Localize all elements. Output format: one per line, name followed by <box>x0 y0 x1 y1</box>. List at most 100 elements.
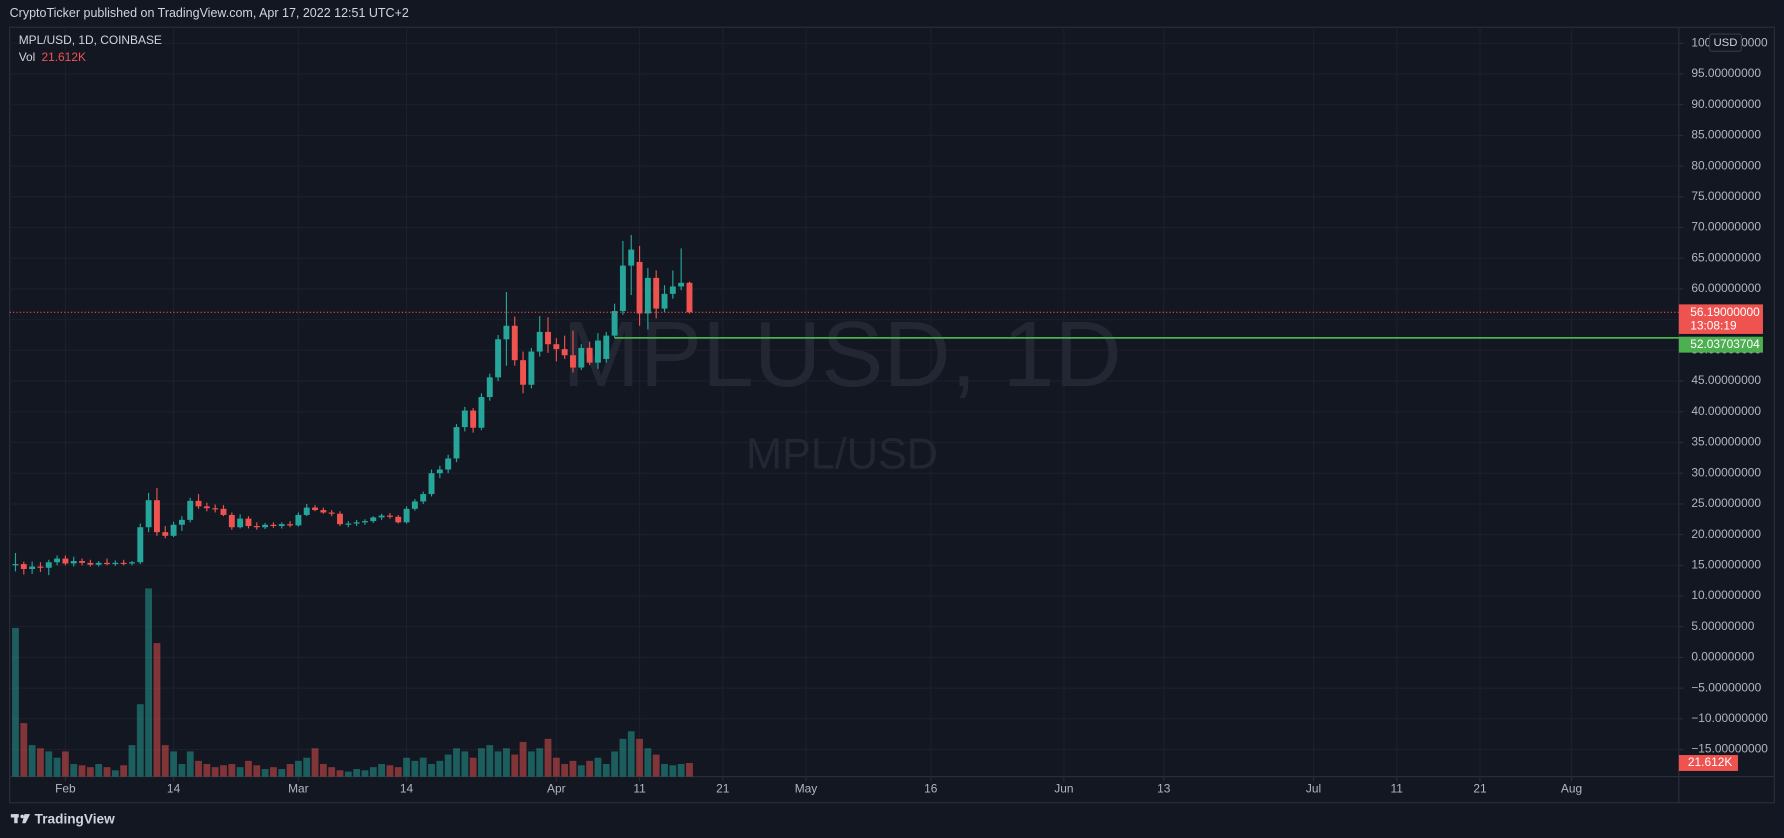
volume-bar <box>303 757 311 777</box>
volume-bar <box>170 751 177 777</box>
volume-bar <box>195 760 202 777</box>
candle-body <box>153 500 160 533</box>
volume-bar <box>677 764 685 777</box>
candle-body <box>511 325 518 361</box>
volume-legend-value: 21.612K <box>41 50 85 64</box>
volume-bar <box>586 760 594 777</box>
volume-bar <box>519 741 527 777</box>
y-tick-label: 80.00000000 <box>1691 158 1761 172</box>
volume-bar <box>178 764 186 777</box>
volume-bar <box>37 748 44 777</box>
volume-bar <box>328 767 336 777</box>
volume-bar <box>661 764 668 777</box>
volume-bar <box>394 767 402 777</box>
volume-bar <box>70 764 78 777</box>
volume-bar <box>236 767 244 777</box>
candle-body <box>461 410 468 428</box>
volume-bar <box>120 765 128 777</box>
volume-bar <box>45 751 53 777</box>
candle-body <box>137 527 144 563</box>
candle-body <box>370 517 377 522</box>
volume-bar <box>245 760 252 777</box>
candle-body <box>45 562 52 568</box>
volume-bar <box>561 764 569 777</box>
x-tick-label: 11 <box>1391 781 1404 795</box>
y-tick-label: 0.00000000 <box>1691 650 1754 664</box>
x-tick-label: Jul <box>1306 781 1321 795</box>
candle-body <box>120 562 127 564</box>
y-tick-label: 70.00000000 <box>1691 220 1761 234</box>
x-tick-label: 21 <box>716 781 730 795</box>
grid <box>9 27 1679 777</box>
volume-badge <box>1678 755 1738 771</box>
candle-body <box>570 355 576 368</box>
candle-body <box>669 286 676 294</box>
volume-bar <box>211 767 219 777</box>
volume-bar <box>461 751 469 777</box>
candle-body <box>29 566 36 570</box>
volume-bar <box>253 765 261 777</box>
volume-bar <box>652 754 660 777</box>
hline-badge <box>1678 336 1763 353</box>
y-tick-label: 25.00000000 <box>1691 496 1761 510</box>
currency: USD <box>1713 37 1737 49</box>
candle-body <box>686 282 693 313</box>
candle-body <box>203 506 210 509</box>
volume-bar <box>478 748 485 777</box>
volume-pane <box>12 588 693 777</box>
x-tick-label: 11 <box>633 781 646 795</box>
volume-badge-label: 21.612K <box>1688 755 1732 769</box>
candle-body <box>453 427 460 459</box>
brand-logo <box>10 814 31 824</box>
candle-body <box>561 349 568 356</box>
volume-bar <box>503 748 510 777</box>
candle-body <box>212 508 219 510</box>
volume-bar <box>28 745 36 777</box>
volume-bar <box>419 757 427 777</box>
volume-bar <box>552 757 560 777</box>
candle-body <box>486 377 493 398</box>
candle-body <box>386 515 393 517</box>
x-tick-label: 21 <box>1473 781 1487 795</box>
candle-body <box>478 397 485 428</box>
candle-body <box>303 507 310 515</box>
y-tick-label: 35.00000000 <box>1691 435 1761 449</box>
volume-bar <box>319 764 327 777</box>
candle-body <box>328 512 335 514</box>
volume-bar <box>527 751 535 777</box>
candle-body <box>170 524 177 536</box>
volume-bar <box>344 771 352 777</box>
volume-bar <box>403 757 410 777</box>
candle-body <box>353 522 360 524</box>
candle-body <box>195 500 202 507</box>
candle-body <box>678 282 685 287</box>
y-tick-label: 60.00000000 <box>1691 281 1761 295</box>
volume-bar <box>444 754 452 777</box>
y-tick-label: 15.00000000 <box>1691 557 1761 571</box>
volume-bar <box>411 760 419 777</box>
candle-body <box>87 562 94 565</box>
countdown: 13:08:19 <box>1690 319 1737 333</box>
candle-body <box>495 339 502 378</box>
candle-body <box>628 249 635 266</box>
watermark: MPLUSD, 1D <box>562 302 1121 406</box>
candle-body <box>636 261 643 314</box>
x-tick-label: Mar <box>288 781 309 795</box>
candle-body <box>178 519 185 525</box>
hline-label: 52.03703704 <box>1690 337 1760 351</box>
candle-body <box>54 558 61 563</box>
volume-bar <box>228 764 236 777</box>
volume-bar <box>61 751 69 777</box>
volume-bar <box>627 731 635 777</box>
axes: −15.00000000 −10.00000000 −5.00000000 0.000… <box>55 35 1768 795</box>
volume-bar <box>644 748 652 777</box>
volume-bar <box>686 762 693 777</box>
volume-bar <box>436 760 444 777</box>
currency-box <box>1708 33 1742 52</box>
candle-body <box>295 514 302 526</box>
brand: TradingView <box>35 811 115 826</box>
candles <box>12 234 693 576</box>
candle-body <box>337 513 343 525</box>
x-tick-label: Aug <box>1561 781 1582 795</box>
